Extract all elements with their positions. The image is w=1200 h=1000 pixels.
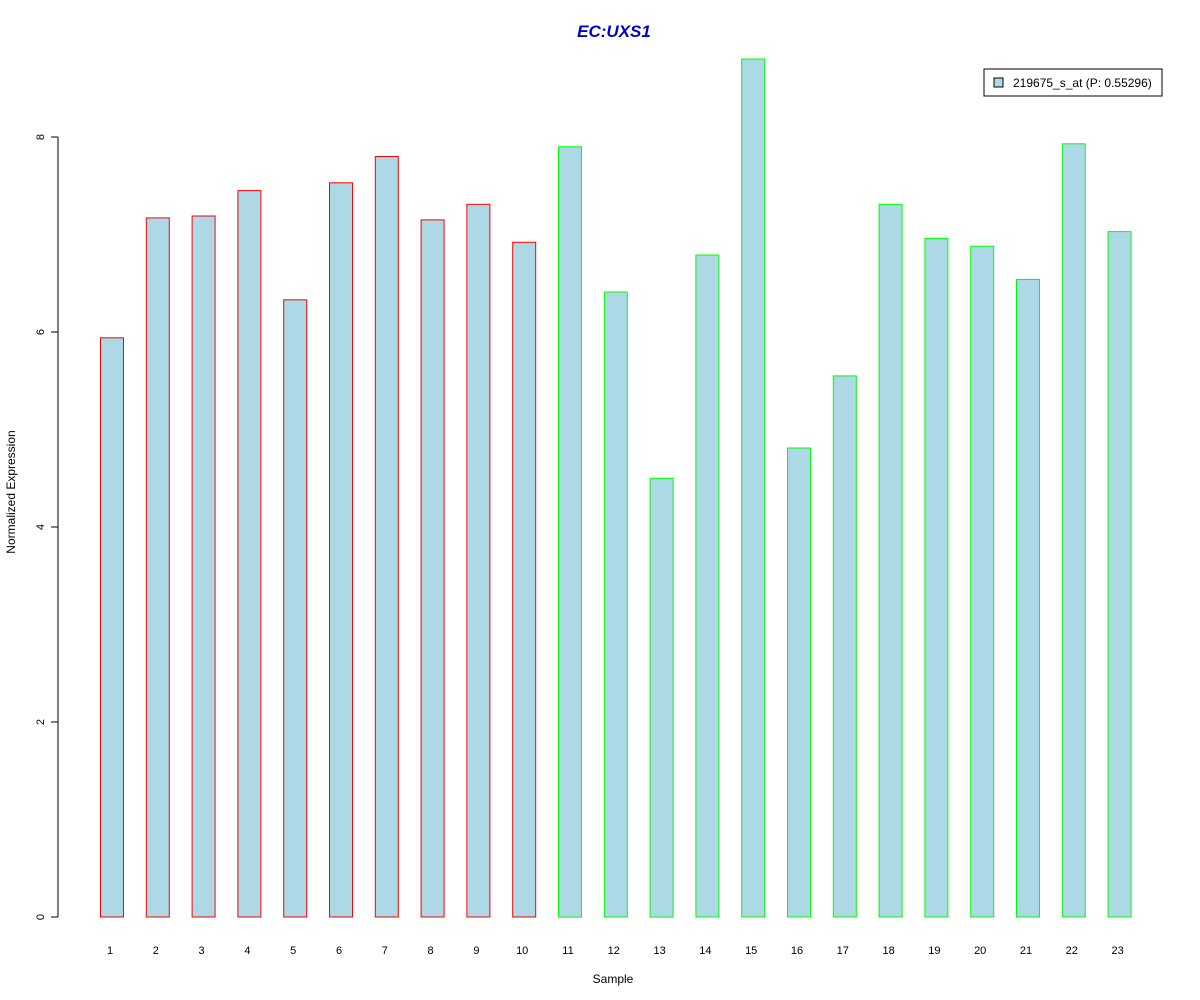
x-tick-label: 16 (791, 945, 803, 957)
bar-sample-3 (191, 215, 216, 918)
x-tick-label: 4 (244, 945, 250, 957)
x-tick-label: 5 (290, 945, 296, 957)
x-tick-label: 1 (107, 945, 113, 957)
bar-sample-2 (145, 217, 170, 918)
y-tick-label: 4 (35, 524, 47, 530)
y-tick-label: 8 (35, 134, 47, 140)
bar-sample-14 (695, 254, 720, 918)
x-tick-label: 7 (382, 945, 388, 957)
x-tick-label: 15 (745, 945, 757, 957)
x-tick-label: 19 (928, 945, 940, 957)
bar-sample-17 (832, 375, 857, 918)
legend: 219675_s_at (P: 0.55296) (983, 68, 1163, 97)
x-axis-label: Sample (593, 972, 634, 986)
legend-box (983, 68, 1163, 97)
bar-sample-15 (741, 58, 766, 918)
legend-swatch (993, 77, 1004, 88)
x-tick-label: 17 (837, 945, 849, 957)
bar-sample-5 (283, 299, 308, 918)
x-tick-label: 23 (1111, 945, 1123, 957)
bar-sample-22 (1061, 143, 1086, 918)
bar-sample-6 (329, 182, 353, 918)
bar-sample-19 (924, 237, 949, 918)
x-tick-label: 12 (608, 945, 620, 957)
x-tick-label: 3 (199, 945, 205, 957)
bar-sample-7 (374, 156, 399, 918)
y-tick-label: 2 (35, 719, 47, 725)
bar-sample-16 (787, 447, 811, 918)
bar-sample-18 (878, 203, 903, 918)
y-axis: 0 2 4 6 8 (35, 134, 59, 920)
bar-sample-1 (100, 337, 124, 918)
y-tick-label: 0 (35, 914, 47, 920)
x-tick-label: 20 (974, 945, 986, 957)
x-tick-label: 14 (699, 945, 711, 957)
bar-sample-9 (466, 203, 491, 918)
bars (100, 58, 1132, 918)
bar-sample-10 (512, 241, 537, 918)
bar-sample-8 (420, 219, 445, 918)
x-tick-label: 21 (1020, 945, 1032, 957)
y-axis-label: Normalized Expression (4, 430, 18, 553)
x-tick-labels: 1 2 3 4 5 6 7 8 9 10 11 12 13 14 15 16 17 18 19 20 21 22 23 (107, 945, 1124, 957)
x-tick-label: 13 (653, 945, 665, 957)
bar-sample-20 (970, 245, 995, 918)
bar-sample-23 (1107, 231, 1132, 918)
bar-sample-4 (237, 190, 262, 918)
chart-title: EC:UXS1 (577, 22, 651, 41)
x-tick-label: 6 (336, 945, 342, 957)
bar-sample-21 (1016, 278, 1040, 918)
bar-sample-12 (603, 291, 628, 918)
y-tick-label: 6 (35, 329, 47, 335)
x-tick-label: 10 (516, 945, 528, 957)
bar-sample-13 (649, 477, 674, 918)
x-tick-label: 2 (153, 945, 159, 957)
x-tick-label: 8 (428, 945, 434, 957)
x-tick-label: 11 (562, 945, 573, 957)
legend-label: 219675_s_at (P: 0.55296) (1013, 76, 1152, 90)
x-tick-label: 22 (1066, 945, 1078, 957)
x-tick-label: 9 (473, 945, 479, 957)
bar-sample-11 (558, 146, 582, 918)
x-tick-label: 18 (882, 945, 894, 957)
